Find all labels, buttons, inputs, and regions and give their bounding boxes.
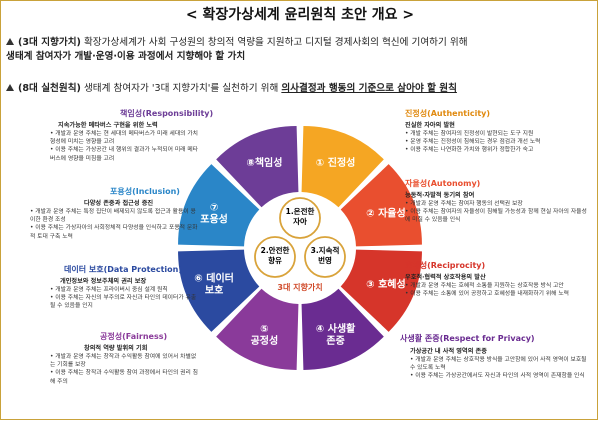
bullet: • 개발 주체는 참여자의 진정성이 발현되는 도구 지원	[405, 131, 534, 137]
privacy-bullets: • 개발과 운영 주체는 상호작용 방식을 고안함에 있어 사적 영역이 보호될…	[410, 356, 590, 381]
wheel-segment-label: 보호	[205, 284, 223, 297]
intro-principles: (8대 실천원칙) 생태계 참여자가 '3대 지향가치'를 실천하기 위해 의사…	[6, 82, 596, 96]
intro-values-text: 확장가상세계가 사회 구성원의 창의적 역량을 지원하고 디지털 경제사회의 혁…	[80, 37, 468, 48]
value-3-line2: 번영	[318, 255, 332, 265]
autonomy-title: 자율성(Autonomy)	[405, 179, 481, 188]
privacy-title: 사생활 존중(Respect for Privacy)	[400, 334, 535, 343]
bullet: • 이용 주체는 참여자의 자율성이 침해될 가능성과 함께 현실 자아의 자율…	[405, 209, 587, 224]
intro-principles-emphasis: 의사결정과 행동의 기준으로 삼아야 할 원칙	[281, 83, 457, 94]
value-circle-2	[254, 236, 296, 278]
inclusion-title: 포용성(Inclusion)	[110, 187, 180, 196]
wheel-segment-label: ② 자율성	[366, 206, 406, 219]
authenticity-sub: 진실한 자아의 발현	[405, 122, 455, 129]
autonomy-bullets: • 개발과 운영 주체는 참여자 행동의 선택권 보장 • 이용 주체는 참여자…	[405, 200, 590, 225]
center-label: 3대 지향가치	[277, 282, 322, 292]
triangle-bullet-icon	[6, 84, 14, 91]
wheel-segment-label: ① 진정성	[316, 156, 356, 169]
bullet: • 개발과 운영 주체는 참여자 행동의 선택권 보장	[405, 201, 523, 207]
responsibility-bullets: • 개발과 운영 주체는 현 세대의 메타버스가 미래 세대의 가치 형성에 미…	[50, 130, 200, 163]
bullet: • 이용 주체는 소통에 있어 공정하고 호혜성을 내재화하기 위해 노력	[405, 291, 569, 298]
intro-values-tag: (3대 지향가치)	[18, 37, 81, 48]
wheel-segment	[178, 249, 260, 332]
bullet: • 이용 주체는 가상공간에서도 자신과 타인의 사적 영역이 존재함을 인식	[410, 373, 585, 380]
bullet: • 개발과 운영 주체는 현 세대의 메타버스가 미래 세대의 가치 형성에 미…	[50, 131, 198, 146]
bullet: • 개발과 운영 주체는 특정 집단이 배제되지 않도록 접근과 활용이 용이한…	[30, 209, 196, 224]
wheel-segment	[340, 164, 422, 247]
reciprocity-sub: 우호적·협력적 상호작용의 발산	[405, 274, 486, 281]
privacy-sub: 가상공간 내 사적 영역의 존중	[410, 348, 487, 355]
wheel-segment-label: 공정성	[251, 334, 279, 347]
wheel-segment-label: ④ 사생활	[316, 322, 356, 335]
wheel-segment	[301, 288, 384, 370]
intro-principles-tag: (8대 실천원칙)	[18, 83, 81, 94]
data-protection-bullets: • 개발과 운영 주체는 프라이버시 중심 설계 원칙 • 이용 주체는 자신의…	[50, 286, 200, 311]
bullet: • 이용 주체는 가상공간 내 행위의 결과가 누적되어 미래 메타버스에 영향…	[50, 147, 198, 162]
inclusion-bullets: • 개발과 운영 주체는 특정 집단이 배제되지 않도록 접근과 활용이 용이한…	[30, 208, 198, 241]
fairness-bullets: • 개발과 운영 주체는 창작과 수익활동 참여에 있어서 차별없는 기회를 보…	[50, 353, 200, 386]
inclusion-sub: 다양성 존중과 접근성 증진	[84, 200, 154, 207]
data-protection-sub: 개인정보와 정보주체의 권리 보장	[60, 278, 147, 285]
wheel-segment-label: ⑦	[210, 202, 218, 213]
wheel-segment	[216, 288, 299, 370]
value-1-line2: 자아	[293, 216, 307, 226]
wheel-segment-label: 존중	[326, 335, 344, 347]
intro-values: (3대 지향가치) 확장가상세계가 사회 구성원의 창의적 역량을 지원하고 디…	[6, 36, 586, 64]
value-circle-1	[279, 197, 321, 239]
value-1-line1: 1.온전한	[286, 206, 315, 216]
bullet: • 개발과 운영 주체는 창작과 수익활동 참여에 있어서 차별없는 기회를 보…	[50, 354, 197, 369]
authenticity-bullets: • 개발 주체는 참여자의 진정성이 발현되는 도구 지원 • 운영 주체는 진…	[405, 130, 590, 155]
value-2-line2: 향유	[268, 255, 282, 265]
value-2-line1: 2.안전한	[261, 245, 290, 255]
wheel-segment	[340, 249, 422, 332]
wheel-segment	[301, 126, 384, 208]
value-circle-3	[304, 236, 346, 278]
bullet: • 개발과 운영 주체는 상호작용 방식을 고안함에 있어 사적 영역이 보호될…	[410, 357, 587, 372]
fairness-title: 공정성(Fairness)	[100, 332, 168, 341]
bullet: • 개발과 운영 주체는 프라이버시 중심 설계 원칙	[50, 287, 168, 293]
bullet: • 이용 주체는 가상자아의 사회정체적 다양성을 인식하고 포용적 문화적 토…	[30, 225, 198, 240]
bullet: • 운영 주체는 진정성이 침해되는 경우 점검과 개선 노력	[405, 139, 541, 146]
reciprocity-bullets: • 개발과 운영 주체는 호혜적 소통을 지원하는 상호작용 방식 고안 • 이…	[405, 282, 590, 298]
bullet: • 이용 주체는 자신의 부주의로 자신과 타인의 데이터가 유출될 수 있음을…	[50, 295, 197, 310]
reciprocity-title: 호혜성(Reciprocity)	[405, 261, 486, 270]
bullet: • 개발과 운영 주체는 호혜적 소통을 지원하는 상호작용 방식 고안	[405, 283, 564, 289]
value-3-line1: 3.지속적	[311, 245, 340, 255]
fairness-sub: 창의적 역량 발휘의 기회	[84, 345, 148, 352]
page-title: < 확장가상세계 윤리원칙 초안 개요 >	[185, 7, 415, 23]
wheel-segment	[178, 164, 260, 247]
responsibility-sub: 지속가능한 메타버스 구현을 위한 노력	[58, 122, 158, 129]
wheel-segment-label: 포용성	[200, 212, 228, 225]
responsibility-title: 책임성(Responsibility)	[120, 109, 214, 118]
autonomy-sub: 능동적·자발적 동기의 참여	[405, 192, 475, 199]
wheel-segment-label: ⑥ 데이터	[194, 272, 234, 285]
bullet: • 이용 주체는 창작과 수익활동 참여 과정에서 타인의 권리 침해 주의	[50, 370, 198, 385]
wheel-segment-label: ⑤	[260, 324, 268, 335]
wheel-segment-label: ⑧책임성	[246, 156, 282, 169]
wheel-segment-label: ③ 호혜성	[366, 278, 406, 291]
data-protection-title: 데이터 보호(Data Protection)	[64, 265, 182, 274]
triangle-bullet-icon	[6, 38, 14, 45]
authenticity-title: 진정성(Authenticity)	[405, 109, 491, 118]
bullet: • 이용 주체는 나연화한 가치와 행위가 정합한가 숙고	[405, 147, 534, 154]
wheel-segment	[216, 126, 299, 208]
intro-values-emphasis: 생태계 참여자가 개발·운영·이용 과정에서 지향해야 할 가치	[6, 51, 246, 62]
intro-principles-text: 생태계 참여자가 '3대 지향가치'를 실천하기 위해	[80, 83, 282, 94]
